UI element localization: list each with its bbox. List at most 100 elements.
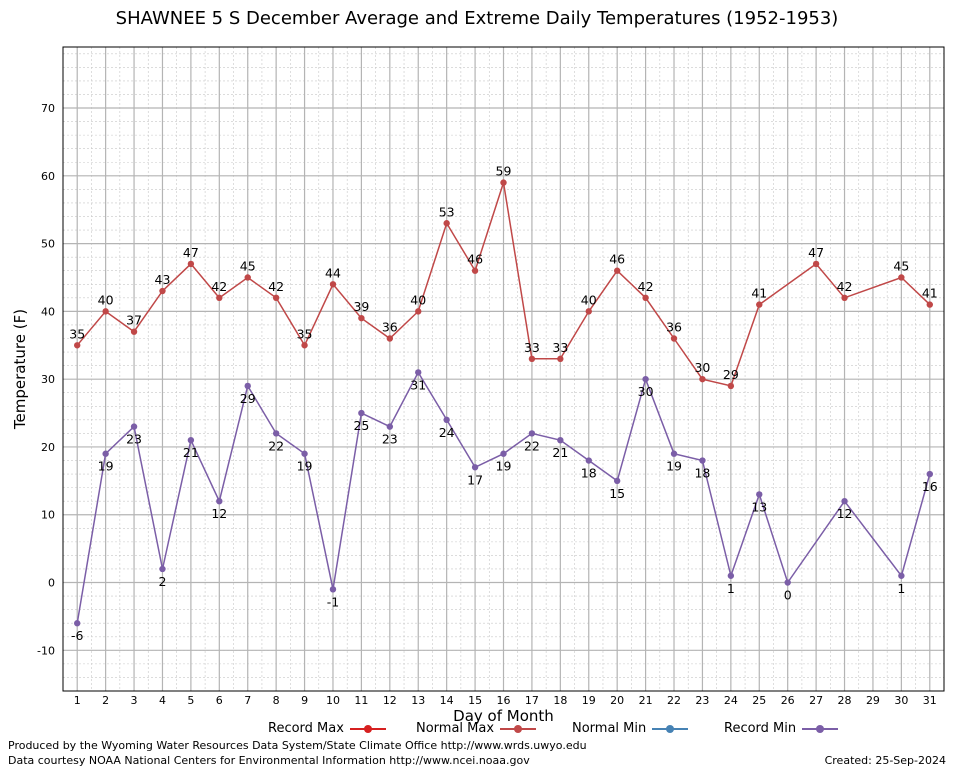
data-point-record-max (187, 260, 195, 268)
data-label-record-max: 40 (410, 292, 426, 307)
data-point-record-min (358, 409, 365, 417)
data-point-record-max (329, 281, 337, 288)
data-point-record-min (756, 491, 763, 498)
data-label-record-max: 36 (382, 319, 398, 334)
data-label-record-min: 24 (439, 425, 455, 440)
y-tick-label: 50 (41, 238, 55, 251)
legend-item-record-max: Record Max (268, 721, 386, 736)
data-point-record-min (585, 457, 592, 464)
x-tick-label: 17 (525, 694, 539, 707)
data-point-record-min (841, 497, 848, 505)
data-point-record-max (415, 308, 422, 315)
data-point-record-min (415, 369, 422, 376)
data-label-record-max: 46 (609, 252, 625, 267)
x-tick-label: 11 (354, 694, 368, 707)
data-point-record-min (926, 470, 933, 478)
data-point-record-min (159, 565, 166, 573)
data-point-record-max (443, 220, 450, 227)
data-label-record-min: 16 (922, 479, 938, 494)
data-label-record-min: 1 (727, 581, 735, 596)
data-point-record-max (585, 308, 592, 315)
data-label-record-max: 40 (98, 292, 114, 307)
data-label-record-max: 40 (581, 292, 597, 307)
y-tick-label: 0 (48, 577, 55, 590)
data-label-record-min: 22 (524, 438, 540, 453)
data-point-record-min (386, 423, 394, 430)
x-tick-label: 22 (667, 694, 681, 707)
data-label-record-min: 19 (98, 459, 114, 474)
data-point-record-min (642, 375, 649, 383)
y-tick-label: 70 (41, 102, 55, 115)
data-label-record-min: 19 (666, 459, 682, 474)
data-label-record-min: 18 (694, 466, 710, 481)
data-point-record-max (528, 355, 536, 363)
legend-swatch-record-max (349, 722, 386, 736)
y-tick-label: 20 (41, 441, 55, 454)
data-label-record-min: 18 (581, 466, 597, 481)
x-tick-label: 24 (724, 694, 738, 707)
data-label-record-max: 41 (751, 286, 767, 301)
data-label-record-min: 25 (353, 418, 369, 433)
legend-label: Record Max (268, 721, 344, 736)
data-label-record-max: 33 (524, 340, 540, 355)
data-point-record-max (130, 328, 138, 335)
data-point-record-max (358, 314, 365, 322)
legend-item-normal-max: Normal Max (416, 721, 537, 736)
y-tick-label: 30 (41, 373, 55, 386)
y-tick-label: -10 (37, 644, 55, 657)
data-point-record-max (557, 355, 564, 363)
data-label-record-min: 15 (609, 486, 625, 501)
data-point-record-max (74, 342, 81, 349)
x-tick-label: 4 (159, 694, 166, 707)
data-point-record-max (699, 375, 706, 383)
data-point-record-min (500, 450, 507, 457)
data-label-record-min: 2 (158, 574, 166, 589)
data-point-record-max (301, 342, 308, 349)
x-tick-label: 29 (866, 694, 880, 707)
y-tick-label: 10 (41, 509, 55, 522)
legend: Record Max Normal Max Normal Min Record … (0, 721, 954, 739)
x-tick-label: 21 (639, 694, 653, 707)
data-label-record-min: 23 (126, 432, 142, 447)
data-label-record-max: 35 (69, 326, 85, 341)
data-label-record-min: 29 (240, 391, 256, 406)
data-label-record-max: 45 (893, 258, 909, 273)
x-tick-label: 20 (610, 694, 624, 707)
data-point-record-max (216, 294, 223, 302)
x-tick-label: 26 (781, 694, 795, 707)
x-tick-label: 7 (244, 694, 251, 707)
data-point-record-max (272, 294, 280, 302)
data-point-record-min (244, 382, 251, 390)
data-label-record-min: 12 (211, 506, 227, 521)
data-label-record-min: 19 (297, 459, 313, 474)
data-label-record-min: 30 (638, 384, 654, 399)
data-label-record-max: 45 (240, 258, 256, 273)
y-tick-label: 40 (41, 305, 55, 318)
x-tick-label: 2 (102, 694, 109, 707)
data-label-record-min: 31 (410, 377, 426, 392)
data-point-record-min (727, 572, 735, 579)
data-point-record-max (812, 260, 820, 268)
x-tick-label: 18 (553, 694, 567, 707)
data-point-record-min (74, 620, 81, 627)
data-point-record-min (557, 436, 564, 444)
data-label-record-min: -1 (327, 594, 339, 609)
data-label-record-min: 23 (382, 432, 398, 447)
data-label-record-min: 0 (784, 588, 792, 603)
data-point-record-min (670, 450, 678, 457)
data-point-record-max (159, 287, 166, 295)
data-point-record-min (613, 477, 621, 485)
data-label-record-min: 17 (467, 472, 483, 487)
x-tick-label: 14 (440, 694, 454, 707)
legend-swatch-normal-min (652, 722, 689, 736)
data-point-record-min (216, 497, 223, 505)
x-tick-label: 30 (894, 694, 908, 707)
data-label-record-max: 42 (837, 279, 853, 294)
data-label-record-max: 47 (808, 245, 824, 260)
data-label-record-max: 29 (723, 367, 739, 382)
data-point-record-max (727, 382, 735, 390)
data-point-record-max (642, 294, 649, 302)
x-tick-label: 3 (131, 694, 138, 707)
x-axis-label: Day of Month (453, 707, 554, 725)
